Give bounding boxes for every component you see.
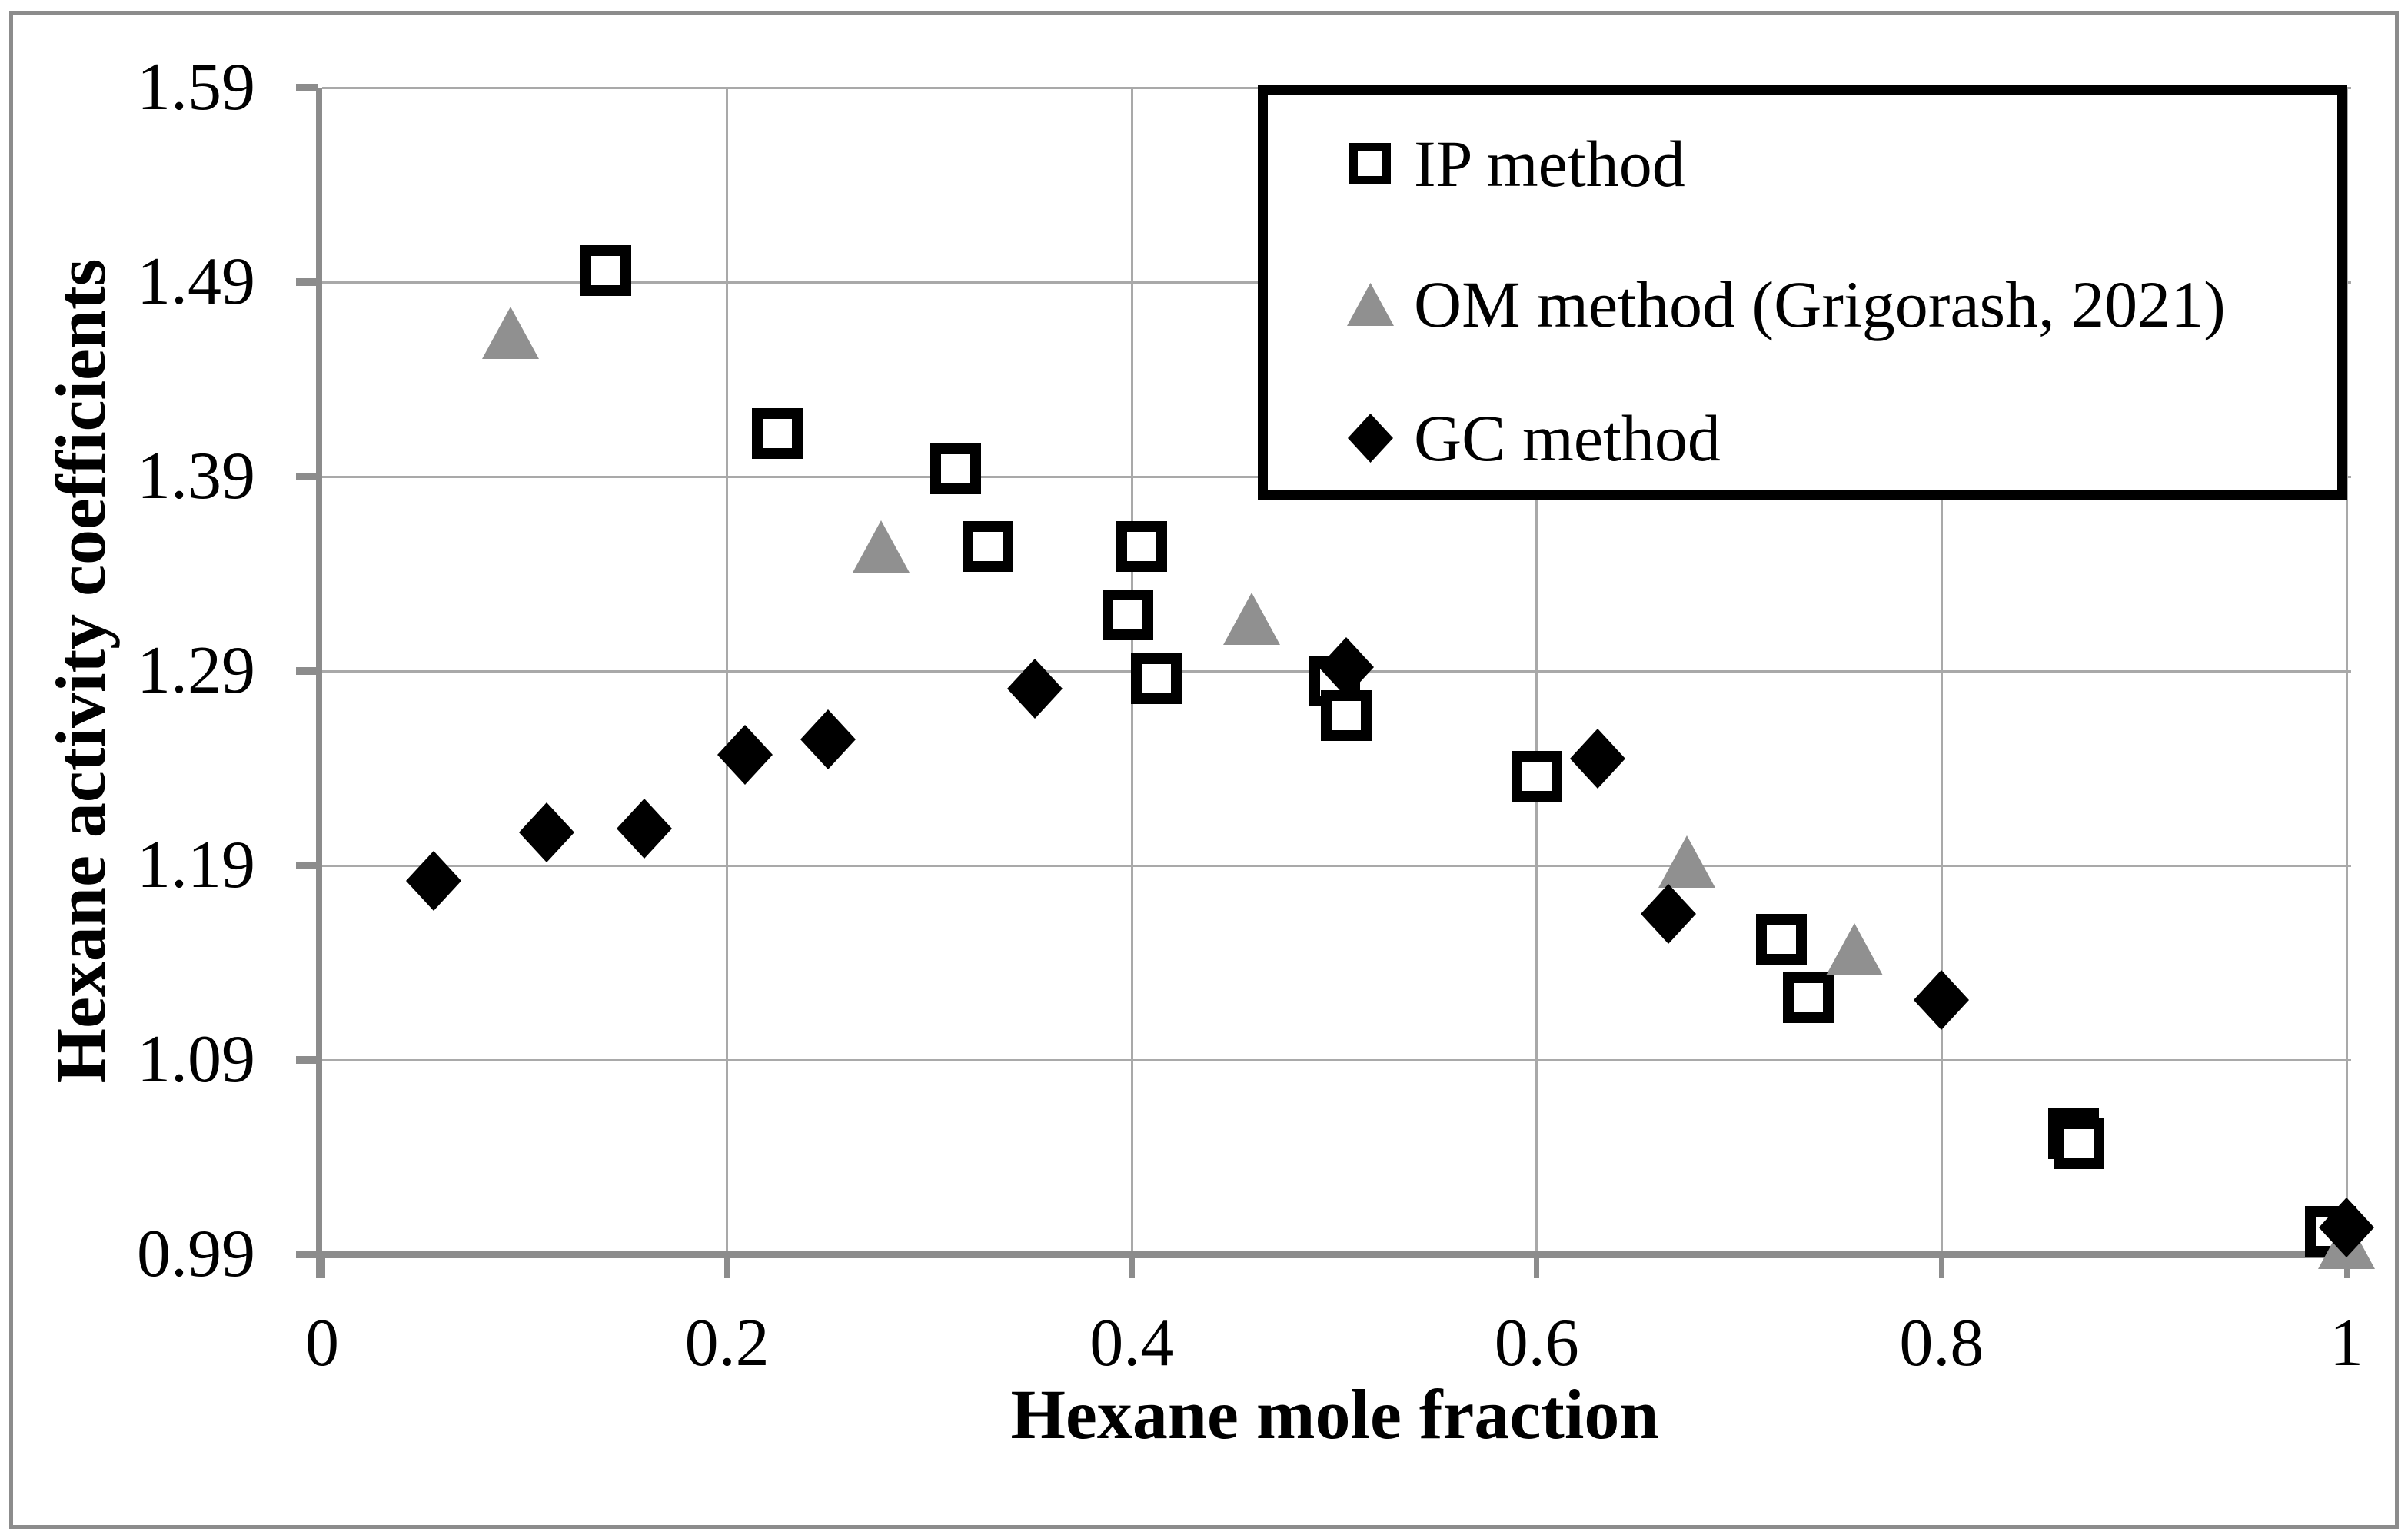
x-tick-label: 0.8	[1899, 1306, 1984, 1380]
y-tick-label: 1.59	[137, 50, 255, 125]
gridline-vertical	[1535, 88, 1538, 1254]
x-axis-tick	[319, 1258, 325, 1278]
triangle-marker-om-method-grigorash-2021	[1658, 835, 1715, 888]
y-axis-line	[316, 88, 322, 1278]
triangle-marker-om-method-grigorash-2021	[852, 520, 910, 573]
triangle-marker-om-method-grigorash-2021-shape	[852, 520, 910, 573]
y-axis-tick	[296, 473, 318, 480]
triangle-marker-om-method-grigorash-2021	[1826, 922, 1884, 975]
y-axis-tick	[296, 862, 318, 869]
open-square-marker-ip-method	[1782, 972, 1834, 1024]
open-square-marker-ip-method	[580, 244, 631, 296]
diamond-marker-gc-method-shape	[1319, 636, 1375, 697]
open-square-marker-ip-method	[963, 521, 1014, 573]
y-axis-tick	[296, 1251, 318, 1258]
x-axis-tick	[1534, 1258, 1540, 1278]
diamond-marker-gc-method-shape	[1569, 728, 1625, 789]
x-tick-label: 0	[305, 1306, 339, 1380]
y-tick-label: 1.49	[137, 244, 255, 319]
diamond-marker-gc-method-shape	[519, 802, 575, 862]
y-axis-tick	[296, 278, 318, 286]
legend-label: GC method	[1414, 401, 1721, 475]
triangle-marker-om-method-grigorash-2021-shape	[1222, 592, 1280, 645]
diamond-marker-gc-method	[800, 709, 856, 769]
x-tick-label: 1	[2330, 1306, 2363, 1380]
open-square-marker-ip-method	[1511, 750, 1562, 802]
y-tick-label: 1.39	[137, 439, 255, 513]
diamond-marker-gc-method-shape	[1006, 658, 1063, 719]
diamond-marker-legend-shape	[1347, 414, 1393, 463]
triangle-marker-om-method-grigorash-2021-shape	[1658, 835, 1715, 888]
open-square-marker-ip-method	[930, 443, 982, 494]
triangle-marker-legend	[1346, 283, 1394, 326]
y-tick-label: 1.19	[137, 828, 255, 902]
gridline-horizontal	[322, 864, 2351, 867]
diamond-marker-gc-method-shape	[800, 709, 856, 769]
y-axis-tick	[296, 1056, 318, 1064]
gridline-horizontal	[322, 1058, 2351, 1061]
diamond-marker-gc-method-shape	[616, 798, 672, 859]
y-tick-label: 0.99	[137, 1217, 255, 1291]
x-tick-label: 0.2	[684, 1306, 770, 1380]
gridline-vertical	[2345, 88, 2348, 1254]
diamond-marker-gc-method-shape	[405, 851, 461, 912]
legend-label: IP method	[1414, 127, 1685, 201]
diamond-marker-gc-method-shape	[717, 724, 773, 785]
y-axis-tick	[296, 667, 318, 675]
triangle-marker-legend-shape	[1346, 283, 1394, 326]
triangle-marker-om-method-grigorash-2021-shape	[1826, 922, 1884, 975]
diamond-marker-gc-method	[1569, 728, 1625, 789]
diamond-marker-gc-method	[1914, 969, 1970, 1030]
diamond-marker-gc-method	[405, 851, 461, 912]
open-square-marker-ip-method	[2054, 1118, 2105, 1169]
legend-label: OM method (Grigorash, 2021)	[1414, 267, 2226, 341]
x-axis-tick	[1129, 1258, 1135, 1278]
x-axis-line	[316, 1251, 2351, 1258]
diamond-marker-gc-method	[616, 798, 672, 859]
y-axis-title: Hexane activity coefficients	[42, 258, 120, 1084]
diamond-marker-gc-method-shape	[2319, 1197, 2374, 1257]
gridline-vertical	[726, 88, 729, 1254]
legend-box: IP method OM method (Grigorash, 2021) GC m…	[1258, 85, 2347, 500]
open-square-marker-ip-method	[1130, 653, 1182, 705]
x-tick-label: 0.4	[1089, 1306, 1175, 1380]
figure-border	[9, 11, 2399, 1529]
gridline-vertical	[1940, 88, 1943, 1254]
open-square-marker-ip-method	[1321, 690, 1372, 742]
diamond-marker-gc-method	[519, 802, 575, 862]
diamond-marker-gc-method	[1006, 658, 1063, 719]
x-axis-tick	[1938, 1258, 1944, 1278]
open-square-marker-ip-method	[1102, 589, 1153, 640]
diamond-marker-gc-method	[1319, 636, 1375, 697]
open-square-marker-ip-method	[1116, 521, 1168, 573]
diamond-marker-gc-method-shape	[1640, 884, 1696, 945]
open-square-marker-ip-method	[752, 408, 803, 460]
x-axis-title: Hexane mole fraction	[1010, 1375, 1659, 1453]
diamond-marker-gc-method	[2319, 1197, 2374, 1257]
y-tick-label: 1.09	[137, 1022, 255, 1097]
diamond-marker-gc-method	[1640, 884, 1696, 945]
x-tick-label: 0.6	[1494, 1306, 1579, 1380]
y-axis-tick	[296, 84, 318, 91]
triangle-marker-om-method-grigorash-2021	[1222, 592, 1280, 645]
triangle-marker-om-method-grigorash-2021	[481, 306, 539, 359]
triangle-marker-om-method-grigorash-2021-shape	[481, 306, 539, 359]
diamond-marker-legend	[1347, 414, 1393, 463]
x-axis-tick	[724, 1258, 730, 1278]
open-square-marker-ip-method	[1756, 914, 1808, 965]
diamond-marker-gc-method	[717, 724, 773, 785]
y-tick-label: 1.29	[137, 633, 255, 708]
diamond-marker-gc-method-shape	[1914, 969, 1970, 1030]
open-square-marker-legend	[1349, 143, 1391, 184]
